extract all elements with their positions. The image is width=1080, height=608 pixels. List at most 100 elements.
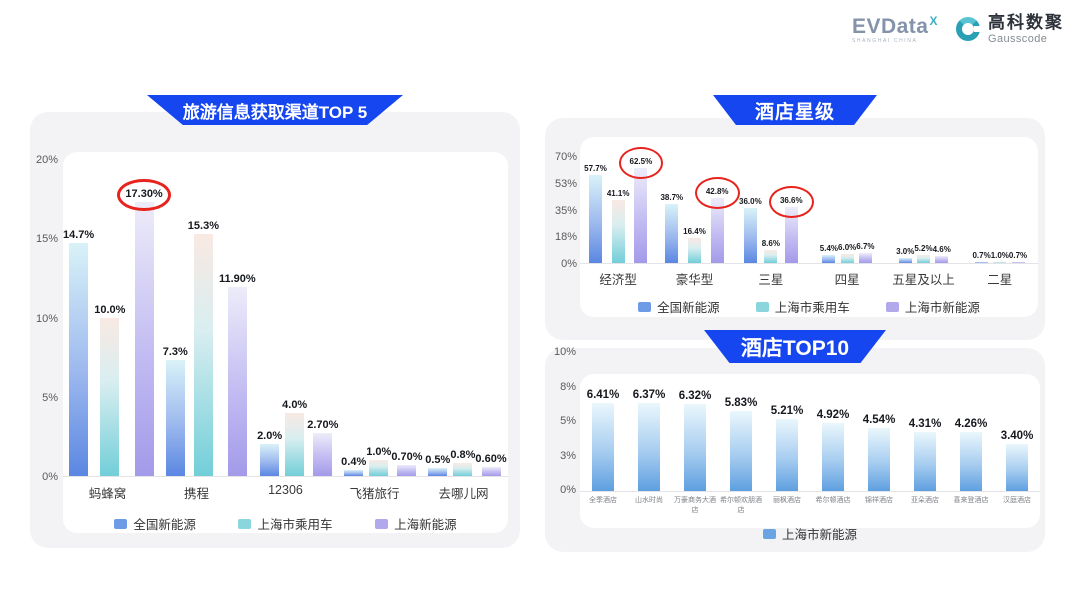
value-label: 4.92% (816, 409, 850, 422)
value-label: 14.7% (63, 229, 95, 241)
x-category-label: 希尔顿酒店 (815, 497, 851, 504)
value-label: 5.4% (819, 243, 839, 253)
value-label: 6.41% (586, 388, 620, 401)
value-label: 38.7% (660, 192, 684, 202)
bar-wrap: 57.7% (584, 164, 607, 263)
bar-wrap: 6.37% (632, 389, 666, 491)
bar-group: 6.32% (672, 354, 718, 491)
bar-wrap: 38.7% (660, 193, 683, 263)
value-label: 10.0% (94, 303, 126, 316)
y-tick-label: 53% (554, 177, 577, 190)
bar-wrap: 0.8% (450, 449, 475, 476)
x-category-label: 丽枫酒店 (773, 497, 801, 504)
bar (821, 423, 844, 491)
value-label: 6.32% (678, 389, 712, 402)
bar-group: 5.21% (764, 354, 810, 491)
value-label: 0.7% (972, 250, 991, 260)
bar-wrap: 1.0% (991, 251, 1009, 263)
bar-wrap: 0.70% (391, 450, 423, 476)
value-label: 2.0% (257, 430, 283, 443)
legend-label: 上海市新能源 (781, 528, 857, 542)
legend-label: 上海新能源 (394, 518, 457, 532)
legend-item: 上海市乘用车 (238, 514, 332, 533)
bar-wrap: 3.40% (1001, 430, 1033, 491)
bar-wrap: 5.2% (914, 244, 933, 263)
value-label-red-circled: 36.6% (769, 186, 814, 219)
bar (898, 258, 912, 263)
legend-label: 上海市新能源 (904, 301, 980, 315)
bar (285, 412, 305, 476)
bar-wrap: 6.7% (856, 242, 875, 263)
bar-group: 7.3% 15.3% 11.90% (163, 160, 256, 476)
y-axis: 10% 8% 5% 3% 0% (545, 346, 576, 496)
bar-group: 0.7% 1.0% 0.7% (962, 157, 1038, 263)
value-label: 3.0% (896, 247, 915, 257)
x-category-label: 万豪商务大酒店 (674, 497, 716, 514)
legend-label: 上海市乘用车 (257, 518, 333, 532)
bar (743, 208, 757, 263)
x-category-label: 12306 (268, 483, 303, 497)
bar-wrap: 0.7% (972, 250, 991, 263)
bar-group: 2.0% 4.0% 2.70% (256, 160, 340, 476)
value-label: 0.4% (341, 455, 367, 468)
bar (227, 287, 247, 476)
value-label: 4.54% (862, 414, 896, 427)
legend-item: 上海市新能源 (885, 297, 980, 316)
gausscode-icon (956, 17, 981, 42)
legend-swatch-icon (375, 518, 389, 529)
hotel-star-chart-panel: 酒店星级 70% 53% 35% 18% 0% 57.7% 41.1% 62.5% 38.7%… (545, 95, 1045, 340)
chart-title: 酒店TOP10 (740, 336, 850, 360)
legend-item: 全国新能源 (114, 514, 196, 533)
value-label: 41.1% (606, 189, 630, 199)
x-category-label: 三星 (758, 273, 784, 287)
bar-wrap: 11.90% (219, 273, 256, 476)
bar-group: 3.40% (994, 354, 1040, 491)
x-category-label: 锦祥酒店 (865, 497, 893, 504)
legend-label: 上海市乘用车 (774, 301, 850, 315)
legend-swatch-icon (638, 301, 652, 312)
bar-wrap: 4.31% (909, 418, 941, 491)
value-label-red-circled: 62.5% (618, 146, 663, 179)
bar-wrap: 4.0% (282, 399, 307, 476)
value-label: 2.70% (307, 419, 339, 432)
y-tick-label: 35% (554, 204, 577, 217)
bar (784, 207, 798, 263)
bar-wrap: 1.0% (366, 446, 391, 476)
y-tick-label: 20% (35, 154, 58, 166)
chart-card: 6.41% 6.37% 6.32% 5.83% 5.21% 4.92% 4.54% 4.31%… (580, 374, 1040, 542)
value-label: 5.83% (724, 396, 758, 409)
bar-wrap: 5.4% (820, 244, 838, 263)
bar (840, 253, 854, 263)
chart-title: 酒店星级 (754, 101, 835, 123)
x-axis-labels: 经济型 豪华型 三星 四星 五星及以上 二星 (580, 269, 1038, 288)
y-axis: 70% 53% 35% 18% 0% (545, 151, 577, 270)
bar (775, 419, 798, 491)
legend: 全国新能源 上海市乘用车 上海市新能源 (580, 297, 1038, 316)
x-category-label: 山水时尚 (635, 497, 663, 504)
bar (100, 317, 120, 476)
bar-group: 4.31% (902, 354, 948, 491)
x-category-label: 去哪儿网 (438, 487, 489, 501)
bar-group: 4.92% (810, 354, 856, 491)
x-category-label: 经济型 (599, 273, 637, 287)
value-label-red-circled: 17.30% (117, 178, 172, 211)
plot-area: 14.7% 10.0% 17.30% 7.3% 15.3% 11.90% 2.0% 4.0% 2… (63, 160, 508, 477)
y-tick-label: 15% (35, 233, 58, 246)
bar (1005, 444, 1028, 491)
value-label: 6.37% (632, 389, 666, 402)
value-label: 0.70% (391, 450, 423, 463)
bar (1011, 261, 1025, 263)
bar (959, 432, 982, 491)
bar-wrap: 2.0% (257, 430, 282, 476)
y-tick-label: 0% (42, 471, 58, 483)
bar-group: 38.7% 16.4% 42.8% (656, 157, 740, 263)
bar (634, 167, 648, 263)
value-label: 5.2% (914, 244, 933, 254)
value-label: 11.90% (219, 273, 256, 286)
legend-swatch-icon (755, 301, 769, 312)
value-label: 7.3% (162, 346, 188, 359)
bar-wrap: 41.1% (607, 189, 630, 263)
y-tick-label: 10% (35, 312, 58, 325)
bar (993, 261, 1007, 263)
